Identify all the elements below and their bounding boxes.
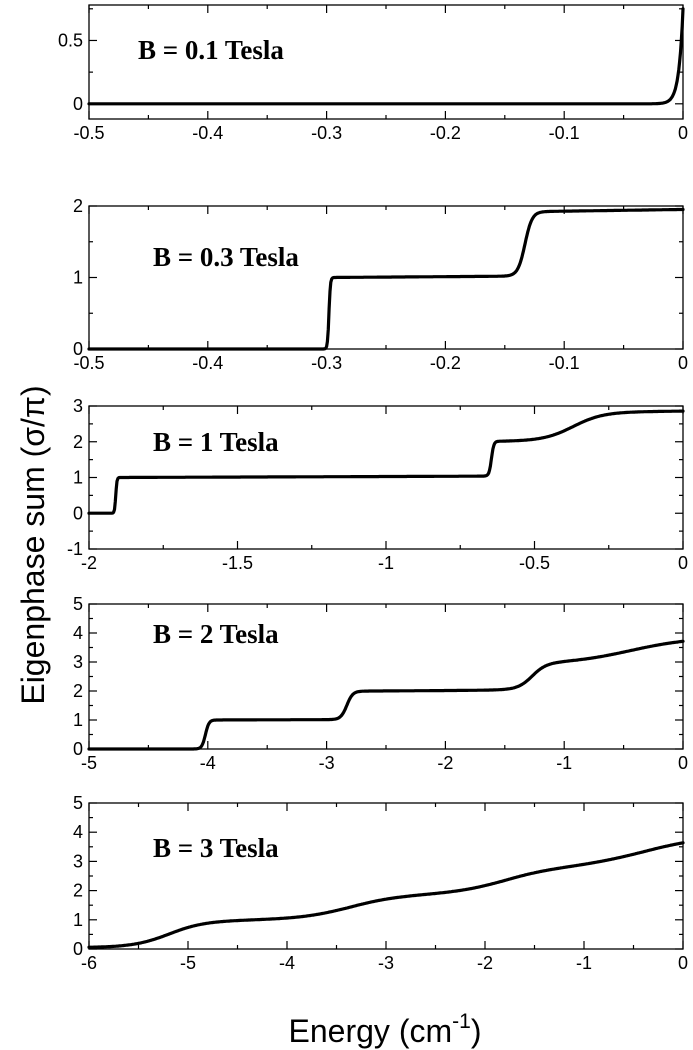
x-axis-title-text: Energy (cm (289, 1013, 453, 1049)
data-curve (87, 409, 685, 515)
x-tick-label: 0 (678, 753, 688, 773)
x-tick-label: -4 (200, 753, 216, 773)
x-tick-label: -0.5 (73, 123, 104, 143)
panel-label: B = 1 Tesla (153, 427, 279, 457)
x-tick-label: -0.1 (549, 353, 580, 373)
panel-3: -2 -1.5 -1 -0.5 0 -1 0 1 2 3 B = 1 Tesla (67, 396, 688, 573)
x-tick-label: -3 (319, 753, 335, 773)
panel-2: -0.5 -0.4 -0.3 -0.2 -0.1 0 0 1 2 B = 0.3 Tesla (73, 196, 688, 373)
x-tick-label: -5 (81, 753, 97, 773)
y-tick-label: 1 (73, 710, 83, 730)
x-tick-label: 0 (678, 353, 688, 373)
panel-label: B = 3 Tesla (153, 833, 279, 863)
x-tick-label: 0 (678, 953, 688, 973)
x-tick-label: -0.4 (192, 123, 223, 143)
y-tick-label: 0 (73, 94, 83, 114)
y-tick-label: 2 (73, 196, 83, 216)
y-tick-label: 4 (73, 822, 83, 842)
x-tick-label: -0.2 (430, 123, 461, 143)
x-tick-label: -6 (81, 953, 97, 973)
y-tick-label: 1 (73, 268, 83, 288)
panel-label: B = 2 Tesla (153, 619, 279, 649)
y-tick-label: 3 (73, 652, 83, 672)
x-tick-label: -4 (279, 953, 295, 973)
x-axis-title-close: ) (471, 1013, 482, 1049)
data-curve (87, 639, 685, 751)
y-tick-label: 4 (73, 623, 83, 643)
y-tick-label: 5 (73, 793, 83, 813)
data-curve (87, 207, 685, 351)
y-tick-label: 1 (73, 468, 83, 488)
y-tick-label: 0 (73, 503, 83, 523)
x-axis-title: Energy (cm-1) (289, 1010, 482, 1049)
x-tick-label: -1 (576, 953, 592, 973)
panel-5: -6 -5 -4 -3 -2 -1 0 0 1 2 3 4 5 B = 3 Tesla (73, 793, 688, 973)
x-tick-label: -2 (81, 553, 97, 573)
y-axis-title: Eigenphase sum (σ/π) (15, 385, 51, 704)
x-tick-label: -0.3 (311, 353, 342, 373)
y-tick-label: 3 (73, 851, 83, 871)
y-tick-label: -1 (67, 539, 83, 559)
x-tick-label: -0.2 (430, 353, 461, 373)
data-curve (87, 7, 685, 106)
x-tick-label: -0.4 (192, 353, 223, 373)
x-tick-label: -3 (378, 953, 394, 973)
panel-label: B = 0.1 Tesla (138, 35, 284, 65)
panel-4: -5 -4 -3 -2 -1 0 0 1 2 3 4 5 B = 2 Tesla (73, 594, 688, 773)
x-tick-label: -0.1 (549, 123, 580, 143)
plot-frame (88, 802, 684, 950)
y-tick-label: 2 (73, 881, 83, 901)
y-tick-label: 0 (73, 339, 83, 359)
data-curve (87, 841, 685, 949)
y-tick-label: 2 (73, 432, 83, 452)
x-tick-label: -1.5 (222, 553, 253, 573)
y-tick-label: 0 (73, 739, 83, 759)
x-tick-label: -2 (437, 753, 453, 773)
x-axis-title-superscript: -1 (452, 1010, 471, 1033)
x-tick-label: 0 (678, 123, 688, 143)
y-tick-label: 1 (73, 910, 83, 930)
panel-1: -0.5 -0.4 -0.3 -0.2 -0.1 0 0 0.5 B = 0.1 Tesla (58, 4, 688, 143)
x-tick-label: -0.3 (311, 123, 342, 143)
y-tick-label: 3 (73, 396, 83, 416)
y-tick-label: 0 (73, 939, 83, 959)
x-tick-label: -0.5 (519, 553, 550, 573)
x-tick-label: -2 (477, 953, 493, 973)
x-tick-label: 0 (678, 553, 688, 573)
x-tick-label: -5 (180, 953, 196, 973)
y-tick-label: 5 (73, 594, 83, 614)
x-tick-label: -1 (378, 553, 394, 573)
y-tick-label: 0.5 (58, 30, 83, 50)
x-tick-label: -0.5 (73, 353, 104, 373)
x-tick-label: -1 (556, 753, 572, 773)
y-tick-label: 2 (73, 681, 83, 701)
panel-label: B = 0.3 Tesla (153, 242, 299, 272)
